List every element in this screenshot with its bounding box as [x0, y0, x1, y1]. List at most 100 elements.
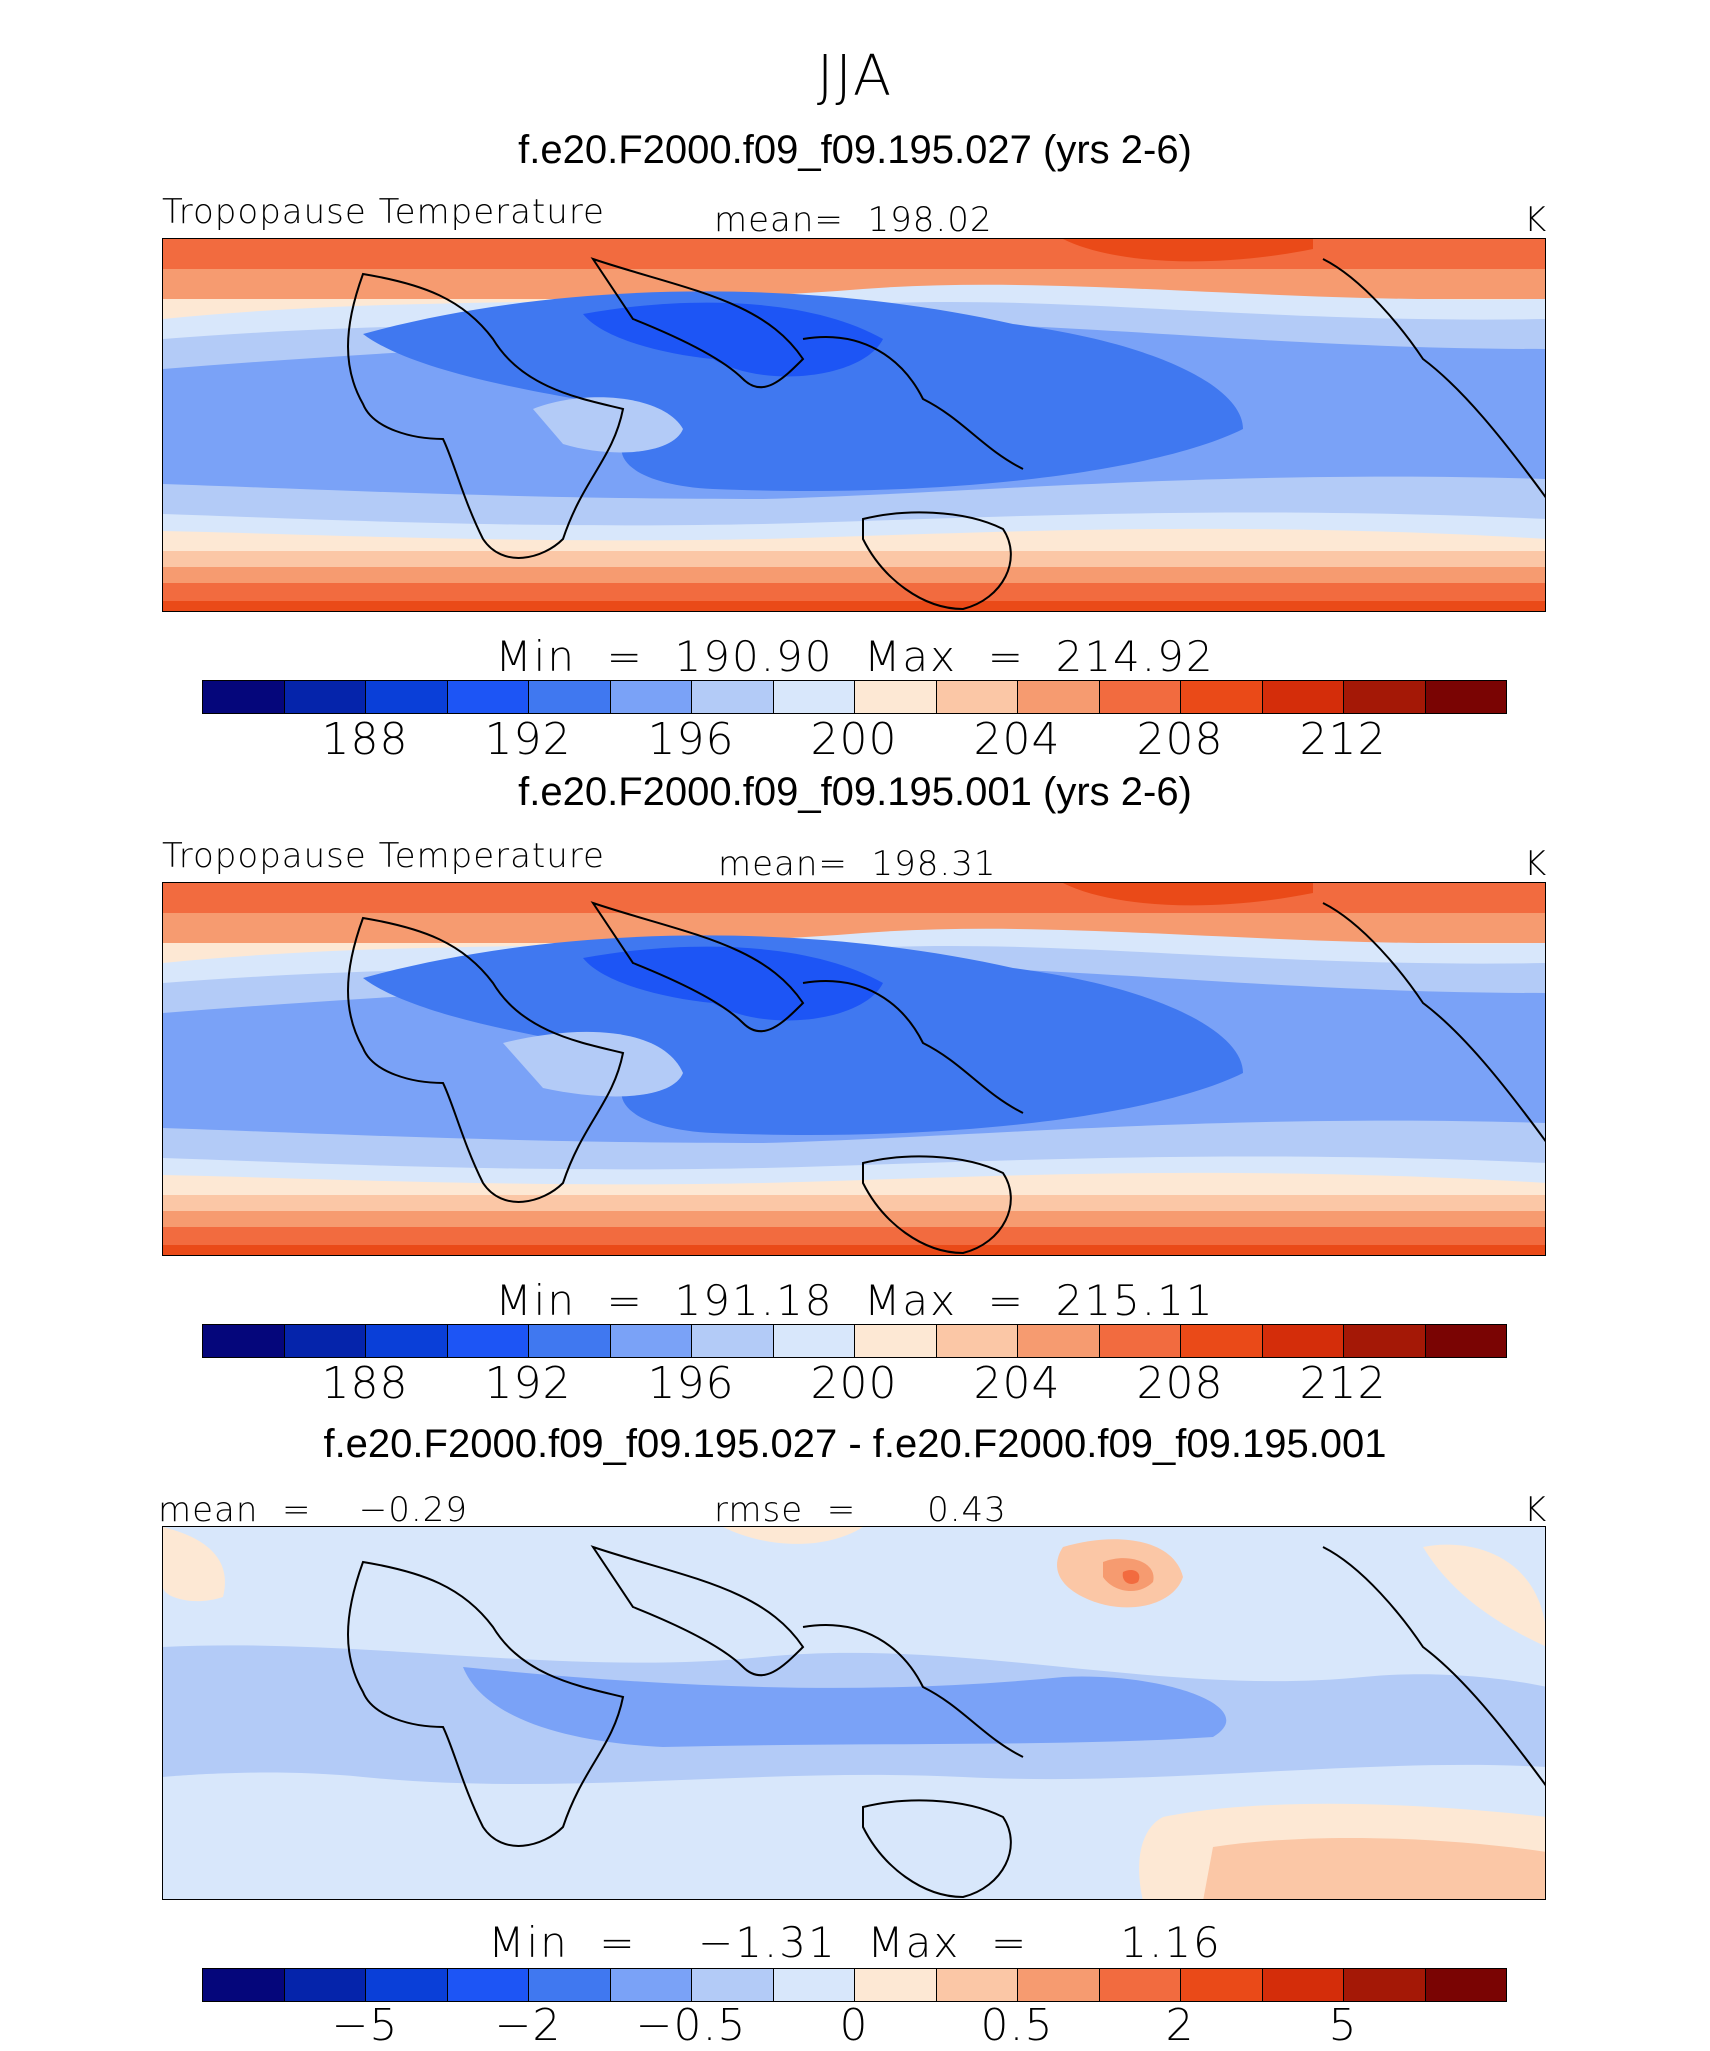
colorbar-swatch — [936, 1969, 1018, 2001]
colorbar-swatch — [610, 681, 692, 713]
panel-3-tick: −0.5 — [635, 2000, 747, 2051]
colorbar-swatch — [855, 1325, 937, 1357]
colorbar-swatch — [1181, 1969, 1263, 2001]
panel-1-case-title: f.e20.F2000.f09_f09.195.027 (yrs 2-6) — [518, 128, 1192, 172]
panel-3-case-title: f.e20.F2000.f09_f09.195.027 - f.e20.F200… — [323, 1422, 1387, 1466]
panel-2-tick: 204 — [973, 1358, 1061, 1409]
colorbar-swatch — [366, 1325, 448, 1357]
colorbar-swatch — [1018, 1969, 1100, 2001]
band-north-hot — [163, 239, 1545, 269]
colorbar-swatch — [936, 681, 1018, 713]
colorbar-swatch — [692, 681, 774, 713]
colorbar-swatch — [1099, 1969, 1181, 2001]
panel-3-tick: 2 — [1165, 2000, 1195, 2051]
region-positive — [723, 1527, 863, 1544]
panel-1-tick: 192 — [484, 714, 572, 765]
panel-2-tick: 208 — [1136, 1358, 1224, 1409]
panel-1-tick: 204 — [973, 714, 1061, 765]
colorbar-swatch — [284, 681, 366, 713]
colorbar-swatch — [284, 1969, 366, 2001]
region-africa-pale — [503, 1031, 683, 1097]
colorbar-swatch — [1344, 681, 1426, 713]
panel-1-map — [162, 238, 1546, 612]
region-positive-peak — [1122, 1570, 1140, 1584]
panel-2-mean-label: mean= 198.31 — [718, 844, 997, 884]
colorbar-swatch — [529, 1325, 611, 1357]
panel-2-units-label: K — [1524, 844, 1548, 884]
panel-2-map — [162, 882, 1546, 1256]
panel-3-tick: 0.5 — [980, 2000, 1054, 2051]
colorbar-swatch — [936, 1325, 1018, 1357]
panel-1-colorbar — [202, 680, 1507, 714]
colorbar-swatch — [610, 1969, 692, 2001]
region-positive — [163, 1527, 225, 1602]
colorbar-swatch — [855, 1969, 937, 2001]
panel-2-variable-label: Tropopause Temperature — [162, 836, 605, 876]
region-pacific-hot — [1063, 239, 1313, 262]
panel-2-minmax: Min = 191.18 Max = 215.11 — [495, 1276, 1215, 1325]
colorbar-swatch — [692, 1969, 774, 2001]
panel-1-tick: 200 — [810, 714, 898, 765]
panel-1-minmax: Min = 190.90 Max = 214.92 — [495, 632, 1215, 681]
colorbar-swatch — [447, 681, 529, 713]
panel-2-coastlines — [347, 901, 1545, 1255]
panel-1-tick: 196 — [647, 714, 735, 765]
panel-1-tick: 208 — [1136, 714, 1224, 765]
colorbar-swatch — [1099, 681, 1181, 713]
colorbar-swatch — [529, 681, 611, 713]
region-darkblue — [363, 935, 1243, 1135]
panel-3-units-label: K — [1524, 1490, 1548, 1530]
colorbar-swatch — [1262, 681, 1344, 713]
colorbar-swatch — [1344, 1969, 1426, 2001]
colorbar-swatch — [447, 1969, 529, 2001]
colorbar-swatch — [855, 681, 937, 713]
colorbar-swatch — [366, 681, 448, 713]
panel-1-coastlines — [347, 257, 1545, 611]
colorbar-swatch — [1018, 1325, 1100, 1357]
panel-3-map — [162, 1526, 1546, 1900]
panel-2-colorbar — [202, 1324, 1507, 1358]
panel-3-coastlines — [347, 1545, 1545, 1899]
colorbar-swatch — [1425, 1325, 1506, 1357]
region-pacific-hot — [1063, 883, 1313, 906]
colorbar-swatch — [773, 1325, 855, 1357]
colorbar-swatch — [1425, 1969, 1506, 2001]
panel-2-tick: 188 — [321, 1358, 409, 1409]
region-africa-pale — [533, 397, 683, 453]
panel-1-variable-label: Tropopause Temperature — [162, 192, 605, 232]
panel-3-mean-label: mean = −0.29 — [158, 1490, 468, 1530]
panel-2-tick: 200 — [810, 1358, 898, 1409]
panel-3-tick: −5 — [331, 2000, 399, 2051]
colorbar-swatch — [1425, 681, 1506, 713]
colorbar-swatch — [1099, 1325, 1181, 1357]
band-north-hot — [163, 883, 1545, 913]
panel-2-contour-plot — [163, 883, 1545, 1255]
colorbar-swatch — [284, 1325, 366, 1357]
region-negative-strong — [463, 1667, 1227, 1747]
colorbar-swatch — [773, 681, 855, 713]
region-coldcore — [583, 946, 883, 1021]
colorbar-swatch — [1018, 681, 1100, 713]
panel-3-colorbar — [202, 1968, 1507, 2002]
region-positive-moderate — [1203, 1837, 1545, 1899]
panel-3-tick: −2 — [494, 2000, 562, 2051]
panel-3-tick: 5 — [1328, 2000, 1358, 2051]
region-darkblue — [363, 291, 1243, 491]
colorbar-swatch — [203, 681, 285, 713]
colorbar-swatch — [529, 1969, 611, 2001]
colorbar-swatch — [610, 1325, 692, 1357]
colorbar-swatch — [1181, 681, 1263, 713]
panel-3-tick: 0 — [839, 2000, 869, 2051]
figure-title: JJA — [816, 44, 894, 109]
panel-1-tick: 188 — [321, 714, 409, 765]
colorbar-swatch — [203, 1969, 285, 2001]
panel-1-mean-label: mean= 198.02 — [714, 200, 993, 240]
panel-1-units-label: K — [1524, 200, 1548, 240]
colorbar-swatch — [1181, 1325, 1263, 1357]
panel-3-minmax: Min = −1.31 Max = 1.16 — [488, 1918, 1222, 1967]
region-coldcore — [583, 302, 883, 377]
colorbar-swatch — [773, 1969, 855, 2001]
region-positive — [1423, 1544, 1545, 1647]
panel-2-tick: 196 — [647, 1358, 735, 1409]
colorbar-swatch — [692, 1325, 774, 1357]
